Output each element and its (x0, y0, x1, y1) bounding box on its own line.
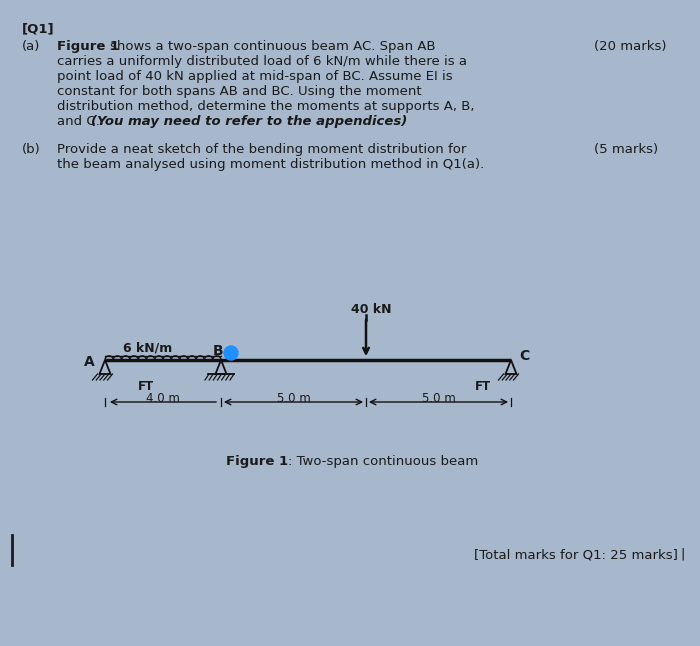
Text: the beam analysed using moment distribution method in Q1(a).: the beam analysed using moment distribut… (57, 158, 484, 171)
Text: B: B (213, 344, 223, 358)
Text: FT: FT (137, 380, 154, 393)
Text: constant for both spans AB and BC. Using the moment: constant for both spans AB and BC. Using… (57, 85, 421, 98)
Text: distribution method, determine the moments at supports A, B,: distribution method, determine the momen… (57, 100, 475, 113)
Text: 6 kN/m: 6 kN/m (123, 342, 172, 355)
Text: (You may need to refer to the appendices): (You may need to refer to the appendices… (91, 115, 407, 128)
Text: 5.0 m: 5.0 m (276, 392, 310, 405)
Text: 40 kN: 40 kN (351, 303, 391, 316)
Text: [Total marks for Q1: 25 marks]: [Total marks for Q1: 25 marks] (474, 548, 678, 561)
Text: carries a uniformly distributed load of 6 kN/m while there is a: carries a uniformly distributed load of … (57, 55, 467, 68)
Text: |: | (680, 548, 685, 561)
Text: (b): (b) (22, 143, 41, 156)
Text: FT: FT (475, 380, 491, 393)
Text: C: C (519, 349, 529, 363)
Text: Provide a neat sketch of the bending moment distribution for: Provide a neat sketch of the bending mom… (57, 143, 466, 156)
Text: Figure 1: Figure 1 (57, 40, 119, 53)
Text: 5.0 m: 5.0 m (421, 392, 456, 405)
Text: and C.: and C. (57, 115, 104, 128)
Text: (20 marks): (20 marks) (594, 40, 666, 53)
Text: point load of 40 kN applied at mid-span of BC. Assume EI is: point load of 40 kN applied at mid-span … (57, 70, 453, 83)
Text: A: A (84, 355, 95, 369)
Text: 4.0 m: 4.0 m (146, 392, 180, 405)
Text: : Two-span continuous beam: : Two-span continuous beam (288, 455, 478, 468)
Text: (5 marks): (5 marks) (594, 143, 658, 156)
Text: (a): (a) (22, 40, 41, 53)
Circle shape (224, 346, 238, 360)
Text: shows a two-span continuous beam AC. Span AB: shows a two-span continuous beam AC. Spa… (110, 40, 435, 53)
Text: [Q1]: [Q1] (22, 22, 55, 35)
Text: Figure 1: Figure 1 (226, 455, 288, 468)
